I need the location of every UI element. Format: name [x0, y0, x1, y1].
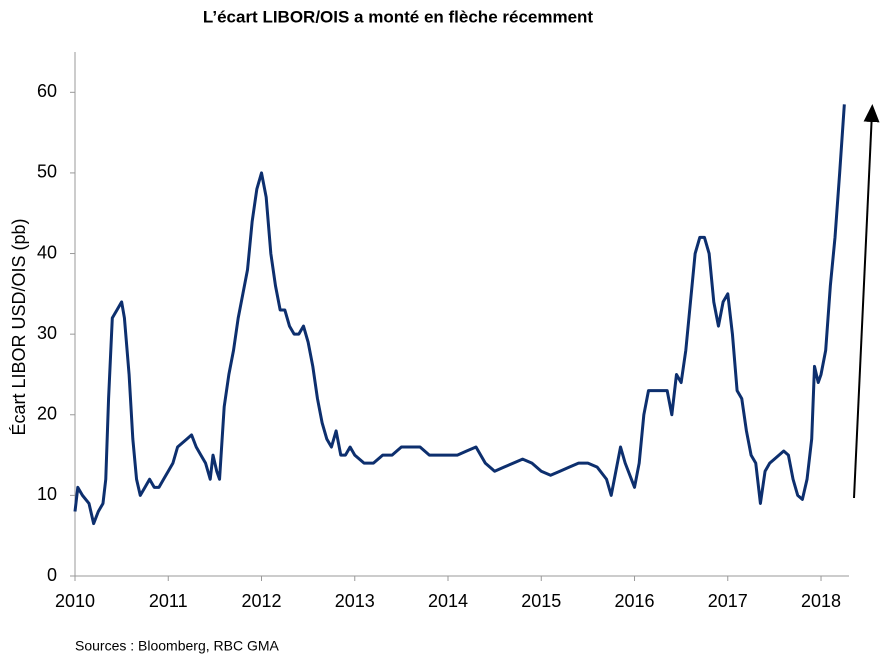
y-axis-label: Écart LIBOR USD/OIS (pb) — [9, 218, 29, 435]
x-tick-label: 2017 — [708, 591, 748, 611]
y-tick-label: 30 — [37, 323, 57, 343]
data-line — [73, 104, 846, 526]
y-tick-label: 60 — [37, 81, 57, 101]
x-tick-label: 2015 — [521, 591, 561, 611]
trend-arrow — [853, 104, 880, 499]
y-tick-label: 10 — [37, 484, 57, 504]
y-tick-label: 40 — [37, 242, 57, 262]
x-tick-label: 2016 — [614, 591, 654, 611]
y-tick-label: 20 — [37, 404, 57, 424]
source-note: Sources : Bloomberg, RBC GMA — [75, 638, 280, 654]
chart-title: L’écart LIBOR/OIS a monté en flèche réce… — [203, 7, 594, 26]
x-tick-label: 2013 — [335, 591, 375, 611]
y-tick-label: 0 — [47, 565, 57, 585]
x-tick-label: 2012 — [241, 591, 281, 611]
x-tick-label: 2011 — [149, 591, 188, 611]
x-tick-label: 2018 — [801, 591, 841, 611]
x-tick-label: 2010 — [55, 591, 95, 611]
x-tick-label: 2014 — [428, 591, 468, 611]
y-tick-label: 50 — [37, 162, 57, 182]
